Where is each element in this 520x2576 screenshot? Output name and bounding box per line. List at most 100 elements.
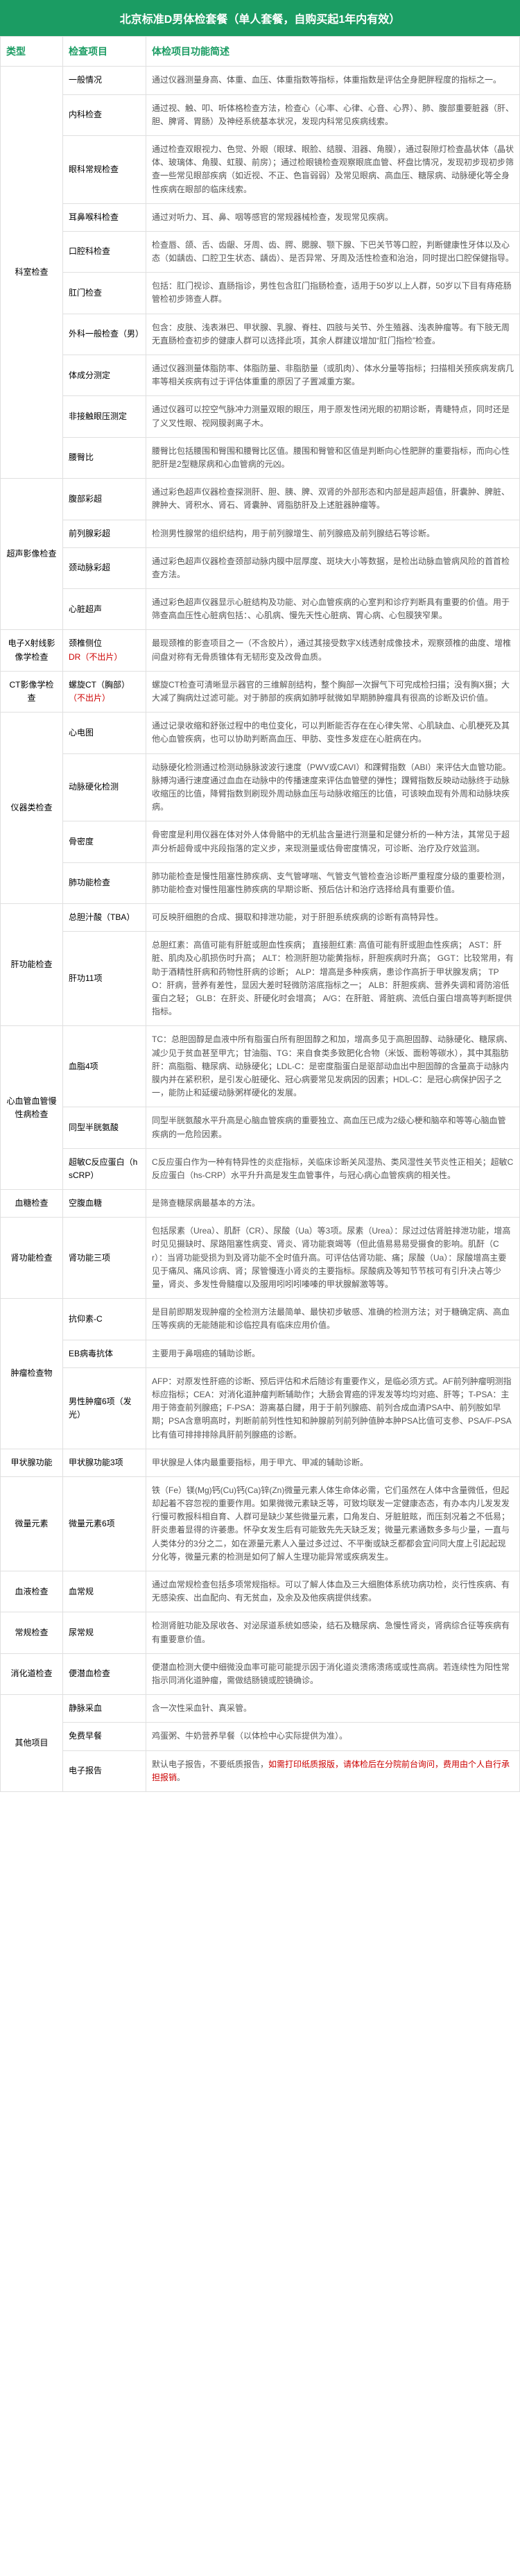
item-cell: 肾功能三项 [63, 1218, 146, 1299]
table-row: CT影像学检查螺旋CT（胸部）（不出片）螺旋CT检查可清晰显示器官的三维解剖结构… [1, 671, 520, 712]
item-cell: 眼科常规检查 [63, 135, 146, 203]
desc-cell: 通过对听力、耳、鼻、咽等感官的常规器械检查，发现常见疾病。 [146, 203, 520, 231]
item-cell: 非接触眼压测定 [63, 396, 146, 437]
item-cell: 空腹血糖 [63, 1190, 146, 1218]
item-cell: 口腔科检查 [63, 231, 146, 272]
table-row: 体成分测定通过仪器测量体脂防率、体脂防量、非脂肪量（或肌肉）、体水分量等指标；扫… [1, 355, 520, 396]
col-desc: 体检项目功能简述 [146, 37, 520, 67]
item-cell: 肺功能检查 [63, 862, 146, 903]
table-row: 电子报告默认电子报告，不要纸质报告，如需打印纸质报版，请体检后在分院前台询问，费… [1, 1750, 520, 1791]
table-row: 心血管血管慢性病检查血脂4项TC：总胆固醇是血液中所有脂蛋白所有胆固醇之和加，增… [1, 1026, 520, 1107]
category-cell: 消化道检查 [1, 1653, 63, 1694]
category-cell: 血液检查 [1, 1571, 63, 1612]
desc-cell: 通过仪器可以控空气脉冲力测量双眼的眼压，用于原发性闭光眼的初期诊断，青睫特点，同… [146, 396, 520, 437]
desc-cell: 通过记录收缩和舒张过程中的电位变化，可以判断能否存在在心律失常、心肌缺血、心肌梗… [146, 713, 520, 753]
item-cell: 免费早餐 [63, 1723, 146, 1750]
table-row: 甲状腺功能甲状腺功能3项甲状腺是人体内最重要指标，用于甲亢、甲减的辅助诊断。 [1, 1449, 520, 1476]
item-cell: 心电图 [63, 713, 146, 753]
item-cell: 体成分测定 [63, 355, 146, 396]
category-cell: 肝功能检查 [1, 904, 63, 1026]
table-row: 颈动脉彩超通过彩色超声仪器检查颈部动脉内膜中层厚度、斑块大小等数据，是检出动脉血… [1, 547, 520, 588]
item-cell: 肛门检查 [63, 273, 146, 314]
category-cell: 肿瘤检查物 [1, 1299, 63, 1449]
table-row: 科室检查一般情况通过仪器测量身高、体重、血压、体重指数等指标，体重指数是评估全身… [1, 67, 520, 94]
item-cell: EB病毒抗体 [63, 1340, 146, 1367]
desc-cell: 最现颈椎的影查项目之一（不含胶片），通过其接受数字X线透射成像技术，观察颈椎的曲… [146, 630, 520, 671]
item-cell: 颈椎侧位DR（不出片） [63, 630, 146, 671]
desc-cell: 默认电子报告，不要纸质报告，如需打印纸质报版，请体检后在分院前台询问，费用由个人… [146, 1750, 520, 1791]
table-row: 其他项目静脉采血含一次性采血针、真采管。 [1, 1695, 520, 1723]
item-cell: 骨密度 [63, 821, 146, 862]
desc-cell: 是目前即期发现肿瘤的全检测方法最简单、最快初步敏感、准确的检测方法；对于糖确定病… [146, 1299, 520, 1340]
table-row: 同型半胱氨酸同型半胱氨酸水平升高是心脑血管疾病的重要独立、高血压已成为2级心梗和… [1, 1107, 520, 1148]
page-title: 北京标准D男体检套餐（单人套餐，自购买起1年内有效） [120, 14, 400, 26]
table-row: 非接触眼压测定通过仪器可以控空气脉冲力测量双眼的眼压，用于原发性闭光眼的初期诊断… [1, 396, 520, 437]
item-cell: 前列腺彩超 [63, 520, 146, 547]
desc-cell: 动脉硬化检测通过检测动脉脉波波行速度（PWV或CAVI）和踝臂指数（ABI）来评… [146, 753, 520, 821]
category-cell: 微量元素 [1, 1476, 63, 1571]
table-row: 肾功能检查肾功能三项包括尿素（Urea）、肌酐（CR）、尿酸（Ua）等3项。尿素… [1, 1218, 520, 1299]
category-cell: 电子X射线影像学检查 [1, 630, 63, 671]
category-cell: 肾功能检查 [1, 1218, 63, 1299]
desc-cell: 通过血常规检查包括多项常规指标。可以了解人体血及三大细胞体系统功病功检，炎行性疾… [146, 1571, 520, 1612]
item-cell: 抗仰素-C [63, 1299, 146, 1340]
table-row: 动脉硬化检测动脉硬化检测通过检测动脉脉波波行速度（PWV或CAVI）和踝臂指数（… [1, 753, 520, 821]
table-row: 超敏C反应蛋白（hsCRP）C反应蛋白作为一种有特异性的炎症指标，关临床诊断关风… [1, 1148, 520, 1189]
item-cell: 腹部彩超 [63, 479, 146, 520]
item-cell: 同型半胱氨酸 [63, 1107, 146, 1148]
category-cell: 血糖检查 [1, 1190, 63, 1218]
desc-cell: 鸡蛋粥、牛奶营养早餐（以体检中心实际提供为准）。 [146, 1723, 520, 1750]
desc-cell: 通过检查双眼视力、色觉、外眼（眼球、眼脸、结膜、泪器、角膜），通过裂隙灯检查晶状… [146, 135, 520, 203]
col-item: 检查项目 [63, 37, 146, 67]
category-cell: 心血管血管慢性病检查 [1, 1026, 63, 1190]
table-row: 仪器类检查心电图通过记录收缩和舒张过程中的电位变化，可以判断能否存在在心律失常、… [1, 713, 520, 753]
item-cell: 心脏超声 [63, 589, 146, 630]
table-row: 肺功能检查肺功能检查是慢性阻塞性肺疾病、支气管哮喘、气管支气管检查治诊断严重程度… [1, 862, 520, 903]
desc-cell: 螺旋CT检查可清晰显示器官的三维解剖结构，整个胸部一次摒气下可完成检扫描；没有胸… [146, 671, 520, 712]
item-cell: 男性肿瘤6项（发光） [63, 1367, 146, 1449]
table-row: 常规检查尿常规检测肾脏功能及尿收各、对泌尿道系统如感染，结石及糖尿病、急慢性肾炎… [1, 1612, 520, 1653]
table-row: 肝功能检查总胆汁酸（TBA）可反映肝细胞的合成、摄取和排泄功能，对于肝胆系统疾病… [1, 904, 520, 932]
item-cell: 总胆汁酸（TBA） [63, 904, 146, 932]
table-row: 电子X射线影像学检查颈椎侧位DR（不出片）最现颈椎的影查项目之一（不含胶片），通… [1, 630, 520, 671]
desc-cell: 检测男性腺常的组织结构，用于前列腺增生、前列腺癌及前列腺结石等诊断。 [146, 520, 520, 547]
category-cell: 其他项目 [1, 1695, 63, 1792]
desc-cell: 可反映肝细胞的合成、摄取和排泄功能，对于肝胆系统疾病的诊断有高特异性。 [146, 904, 520, 932]
table-row: 口腔科检查检查唇、颌、舌、齿龈、牙周、齿、腭、腮腺、颚下腺、下巴关节等口腔，判断… [1, 231, 520, 272]
desc-cell: 肺功能检查是慢性阻塞性肺疾病、支气管哮喘、气管支气管检查治诊断严重程度分级的重要… [146, 862, 520, 903]
item-cell: 电子报告 [63, 1750, 146, 1791]
desc-cell: 包含：皮肤、浅表淋巴、甲状腺、乳腺、脊柱、四肢与关节、外生殖器、浅表肿瘤等。有下… [146, 314, 520, 355]
table-row: 心脏超声通过彩色超声仪器显示心脏结构及功能、对心血管疾病的心室判和诊疗判断具有重… [1, 589, 520, 630]
desc-cell: 总胆红素：高值可能有肝脏或胆血性疾病； 直接胆红素: 高值可能有肝或胆血性疾病；… [146, 932, 520, 1026]
category-cell: 科室检查 [1, 67, 63, 479]
desc-cell: 通过彩色超声仪器检查探测肝、胆、胰、脾、双肾的外部形态和内部是超声超值，肝囊肿、… [146, 479, 520, 520]
item-cell: 耳鼻喉科检查 [63, 203, 146, 231]
table-row: 肛门检查包括：肛门视诊、直肠指诊，男性包含肛门指肠检查，适用于50岁以上人群，5… [1, 273, 520, 314]
item-cell: 外科一般检查（男） [63, 314, 146, 355]
item-cell: 微量元素6项 [63, 1476, 146, 1571]
desc-cell: 甲状腺是人体内最重要指标，用于甲亢、甲减的辅助诊断。 [146, 1449, 520, 1476]
table-row: 耳鼻喉科检查通过对听力、耳、鼻、咽等感官的常规器械检查，发现常见疾病。 [1, 203, 520, 231]
table-row: 免费早餐鸡蛋粥、牛奶营养早餐（以体检中心实际提供为准）。 [1, 1723, 520, 1750]
item-cell: 肝功11项 [63, 932, 146, 1026]
item-cell: 一般情况 [63, 67, 146, 94]
desc-cell: 含一次性采血针、真采管。 [146, 1695, 520, 1723]
table-row: 血糖检查空腹血糖是筛查糖尿病最基本的方法。 [1, 1190, 520, 1218]
desc-cell: 铁（Fe）镁(Mg)钙(Cu)钙(Ca)锌(Zn)微量元素人体生命体必需，它们虽… [146, 1476, 520, 1571]
item-cell: 超敏C反应蛋白（hsCRP） [63, 1148, 146, 1189]
header-row: 类型 检查项目 体检项目功能简述 [1, 37, 520, 67]
desc-cell: 便潜血检测大便中细微没血率可能可能提示因于消化道炎溃疡溃疡或或性高病。若连续性为… [146, 1653, 520, 1694]
table-row: EB病毒抗体主要用于鼻咽癌的辅助诊断。 [1, 1340, 520, 1367]
table-row: 男性肿瘤6项（发光）AFP：对原发性肝癌的诊断、预后评估和术后随诊有重要作义，是… [1, 1367, 520, 1449]
item-cell: 静脉采血 [63, 1695, 146, 1723]
category-cell: CT影像学检查 [1, 671, 63, 712]
table-row: 血液检查血常规通过血常规检查包括多项常规指标。可以了解人体血及三大细胞体系统功病… [1, 1571, 520, 1612]
title-bar: 北京标准D男体检套餐（单人套餐，自购买起1年内有效） [0, 0, 520, 36]
category-cell: 仪器类检查 [1, 713, 63, 904]
desc-cell: 检查唇、颌、舌、齿龈、牙周、齿、腭、腮腺、颚下腺、下巴关节等口腔，判断健康性牙体… [146, 231, 520, 272]
category-cell: 甲状腺功能 [1, 1449, 63, 1476]
desc-cell: 主要用于鼻咽癌的辅助诊断。 [146, 1340, 520, 1367]
desc-cell: 包括尿素（Urea）、肌酐（CR）、尿酸（Ua）等3项。尿素（Urea）：尿过过… [146, 1218, 520, 1299]
item-cell: 动脉硬化检测 [63, 753, 146, 821]
desc-cell: 骨密度是利用仪器在体对外人体骨骼中的无机盐含量进行测量和足健分析的一种方法，其常… [146, 821, 520, 862]
